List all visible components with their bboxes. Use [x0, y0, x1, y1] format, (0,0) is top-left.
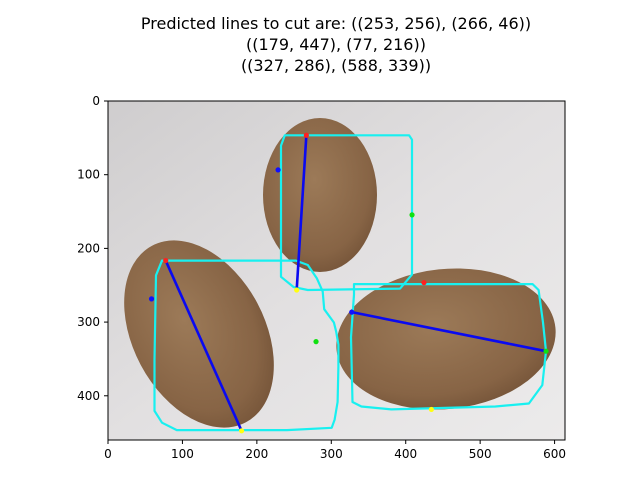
x-tick-label: 200	[245, 447, 268, 461]
extreme-point-right	[313, 339, 319, 345]
x-tick-label: 400	[394, 447, 417, 461]
cut-line-1	[295, 133, 308, 292]
extreme-point-right	[409, 212, 415, 218]
x-tick-label: 600	[543, 447, 566, 461]
x-tick-label: 500	[469, 447, 492, 461]
y-tick-label: 200	[77, 241, 100, 255]
y-tick-label: 0	[92, 94, 100, 108]
extreme-point-left	[275, 167, 281, 173]
extreme-point-left	[349, 309, 355, 315]
x-tick-label: 0	[104, 447, 112, 461]
y-tick-label: 300	[77, 315, 100, 329]
extreme-point-bottom	[239, 428, 245, 434]
photo	[124, 118, 556, 434]
potato-right	[336, 268, 556, 410]
extreme-point-top	[163, 257, 169, 264]
potato-top	[263, 118, 377, 272]
x-tick-label: 100	[171, 447, 194, 461]
x-axis: 0 100 200 300 400 500 600	[104, 440, 566, 461]
contour-2	[153, 259, 340, 432]
extreme-point-bottom	[294, 287, 300, 293]
extreme-point-right	[543, 348, 549, 354]
extreme-point-bottom	[428, 406, 434, 413]
extreme-point-top	[303, 132, 309, 138]
cut-line-2	[164, 259, 243, 433]
extreme-point-left	[148, 296, 155, 302]
contour-3	[349, 283, 548, 411]
title-line-3: ((327, 286), (588, 339))	[241, 56, 431, 75]
plot-frame	[107, 100, 566, 441]
extreme-point-top	[421, 280, 427, 286]
y-tick-label: 100	[77, 168, 100, 182]
cut-line-3	[350, 310, 548, 353]
y-tick-label: 400	[77, 389, 100, 403]
y-axis: 0 100 200 300 400	[77, 94, 108, 403]
title-line-1: Predicted lines to cut are: ((253, 256),…	[141, 14, 531, 33]
image-plot: 0 100 200 300 400 500 600 0 100 200 300 400	[77, 94, 566, 461]
x-tick-label: 300	[320, 447, 343, 461]
title-line-2: ((179, 447), (77, 216))	[246, 35, 426, 54]
